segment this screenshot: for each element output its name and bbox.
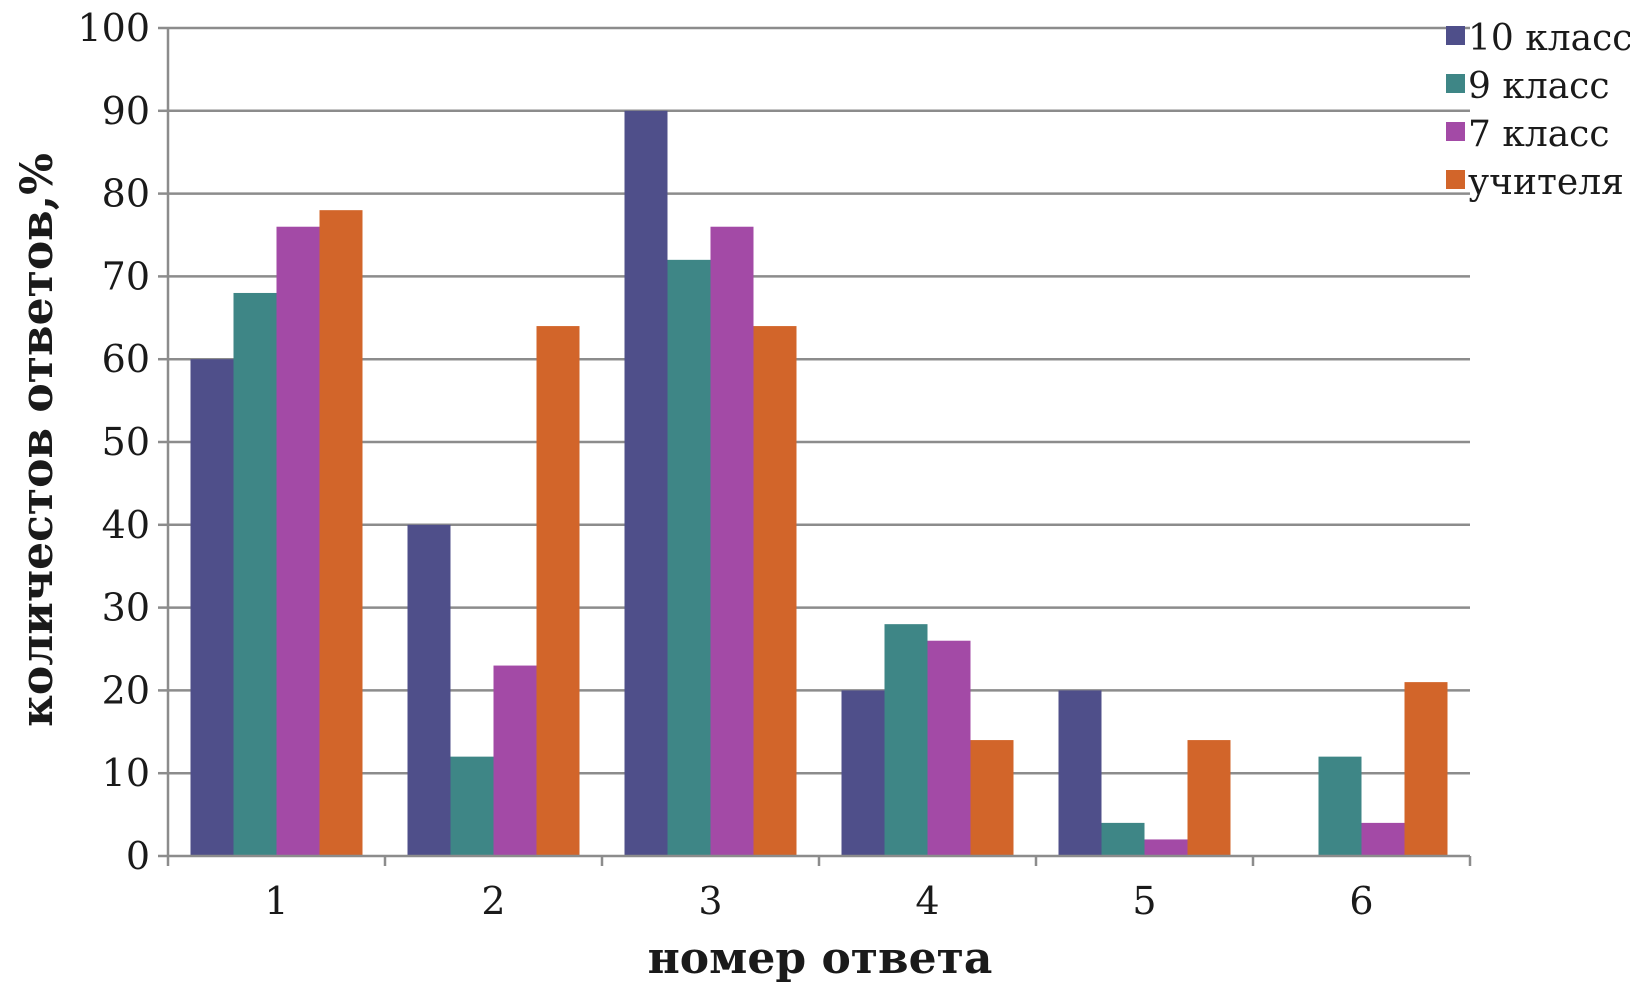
legend-swatch (1446, 74, 1465, 93)
legend-label: 9 класс (1468, 66, 1610, 107)
x-tick-label: 3 (698, 879, 722, 923)
bar (753, 326, 797, 857)
bars (190, 110, 1448, 857)
y-axis-title: количестов ответов,% (12, 153, 63, 727)
legend: 10 класс 9 класс 7 класс учителя (1446, 18, 1630, 203)
bar (319, 210, 363, 856)
y-tick-label: 90 (102, 89, 150, 133)
bar (1101, 822, 1145, 856)
y-tick-label: 70 (102, 254, 150, 298)
bar (1361, 822, 1405, 856)
bar (1144, 839, 1188, 856)
bar (233, 292, 277, 857)
x-tick-label: 2 (481, 879, 505, 923)
y-tick-label: 0 (126, 834, 150, 878)
tick-labels: 0 10 20 30 40 50 60 70 80 90 100 1 2 3 4 5 6 (77, 6, 1373, 923)
bar (927, 640, 971, 856)
bar (710, 226, 754, 857)
bar (450, 756, 494, 856)
legend-label: учителя (1468, 162, 1624, 203)
x-axis-title: номер ответа (648, 933, 993, 983)
bar (624, 110, 668, 857)
bar (667, 259, 711, 857)
bar (493, 665, 537, 856)
y-tick-label: 30 (102, 586, 150, 630)
x-tick-label: 1 (264, 879, 288, 923)
grid-lines (168, 26, 1470, 775)
y-tick-label: 20 (102, 668, 150, 712)
x-tick-label: 5 (1132, 879, 1156, 923)
bar (276, 226, 320, 857)
legend-swatch (1446, 170, 1465, 189)
x-tick-label: 6 (1349, 879, 1373, 923)
axes (158, 26, 1472, 866)
y-tick-label: 50 (102, 420, 150, 464)
bar (407, 524, 451, 856)
legend-swatch (1446, 26, 1465, 45)
bar (1187, 740, 1231, 856)
bar (536, 326, 580, 857)
y-tick-label: 40 (102, 503, 150, 547)
y-tick-label: 10 (102, 751, 150, 795)
bar (970, 740, 1014, 856)
bar (841, 690, 885, 856)
bar (884, 624, 928, 856)
legend-label: 10 класс (1468, 18, 1630, 59)
bar (1318, 756, 1362, 856)
bar (1058, 690, 1102, 856)
bar (190, 359, 234, 856)
y-tick-label: 60 (102, 337, 150, 381)
legend-label: 7 класс (1468, 114, 1610, 155)
y-tick-label: 100 (77, 6, 150, 50)
y-tick-label: 80 (102, 172, 150, 216)
x-tick-label: 4 (915, 879, 939, 923)
bar (1404, 682, 1448, 856)
legend-swatch (1446, 122, 1465, 141)
